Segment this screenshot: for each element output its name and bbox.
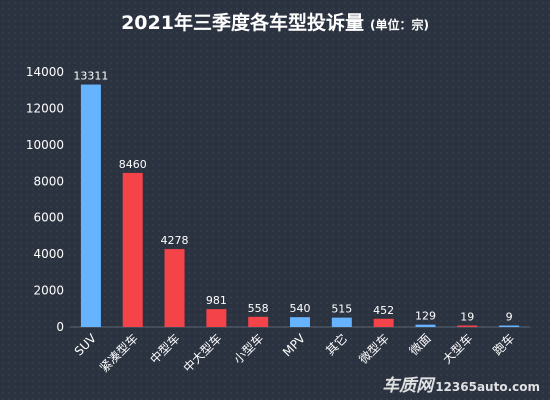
bar — [164, 249, 185, 327]
x-tick-label: 微型车 — [356, 331, 392, 367]
data-label: 540 — [290, 302, 311, 315]
data-label: 129 — [415, 310, 436, 323]
data-label: 13311 — [73, 70, 108, 83]
y-tick-label: 12000 — [26, 101, 64, 115]
chart-subtitle: (单位：宗) — [369, 18, 429, 32]
bar — [499, 325, 520, 327]
bar — [331, 317, 352, 327]
bar — [122, 172, 143, 327]
data-label: 981 — [206, 294, 227, 307]
y-tick-label: 10000 — [26, 138, 64, 152]
y-tick-label: 14000 — [26, 65, 64, 79]
bar — [373, 318, 394, 327]
watermark-site: 12365auto.com — [435, 380, 540, 394]
data-label: 558 — [248, 302, 269, 315]
x-tick-label: 跑车 — [490, 331, 518, 359]
y-tick-label: 8000 — [33, 174, 64, 188]
watermark-logo: 车质网 12365auto.com — [382, 371, 540, 396]
y-tick-label: 2000 — [33, 284, 64, 298]
y-tick-label: 6000 — [33, 211, 64, 225]
bar — [290, 317, 310, 327]
x-tick-label: 大型车 — [439, 331, 475, 367]
x-tick-label: 中大型车 — [180, 331, 225, 376]
data-label: 452 — [373, 304, 394, 317]
bar — [248, 316, 269, 327]
chart-title-block: 2021年三季度各车型投诉量 (单位：宗) — [0, 8, 550, 35]
bar — [457, 325, 478, 327]
x-tick-label: MPV — [280, 331, 309, 360]
data-label: 515 — [331, 303, 352, 316]
x-tick-label: SUV — [72, 331, 100, 359]
x-tick-label: 微面 — [407, 331, 434, 358]
data-label: 9 — [506, 311, 513, 324]
bar — [206, 309, 227, 327]
data-label: 4278 — [161, 234, 189, 247]
x-tick-label: 其它 — [322, 331, 350, 359]
bar — [80, 84, 101, 327]
data-label: 8460 — [119, 158, 147, 171]
data-label: 19 — [460, 311, 474, 324]
bar — [415, 324, 436, 327]
x-tick-label: 紧凑型车 — [96, 331, 141, 376]
chart-title: 2021年三季度各车型投诉量 — [121, 12, 364, 34]
y-tick-label: 4000 — [33, 247, 64, 261]
x-tick-label: 小型车 — [230, 331, 266, 367]
watermark-brand: 车质网 — [382, 376, 434, 396]
x-tick-label: 中型车 — [147, 331, 183, 367]
y-tick-label: 0 — [56, 320, 64, 334]
